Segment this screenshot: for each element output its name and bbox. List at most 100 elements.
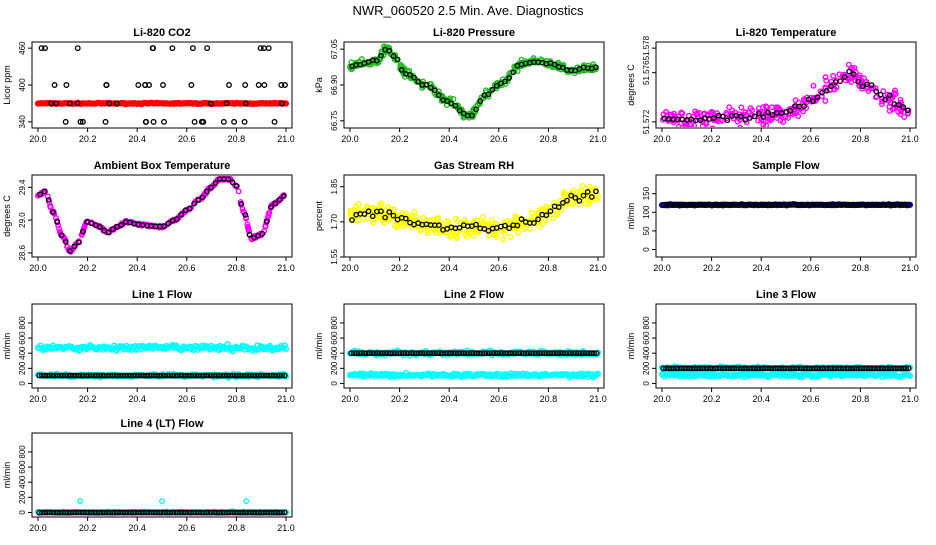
data-point [682,201,689,208]
data-point [135,82,142,88]
data-point [751,201,758,208]
data-point [238,200,244,207]
data-point [518,216,525,222]
data-point [109,226,116,232]
x-tick-label: 20.8 [228,523,246,533]
data-point [251,234,257,241]
chart-panel: Line 3 Flow ml/min 20.0 20.2 20.4 20.6 20.8 21.… [626,289,919,404]
data-point [199,194,206,201]
data-point [729,201,736,208]
data-point [174,216,180,222]
chart-panel: Ambient Box Temperature degrees C 20.0 20.2… [2,160,295,273]
plot-area [346,347,602,381]
data-point [361,211,368,217]
data-point [846,68,852,75]
data-point [244,221,251,228]
data-point [263,218,270,225]
data-point [473,106,479,113]
data-point [364,215,371,222]
x-tick-label: 20.4 [440,134,458,144]
data-point [79,118,86,125]
series-avg [38,45,288,125]
data-point [226,82,232,88]
data-point [358,56,365,63]
data-point [847,201,854,208]
plot-frame [31,432,293,518]
data-point [738,104,745,111]
data-point [769,112,776,118]
data-point [212,180,219,186]
y-tick-label: 0 [642,247,651,252]
x-tick-label: 21.0 [589,263,607,273]
data-point [712,201,719,208]
series-all [347,182,601,243]
data-point [904,107,911,114]
data-point [278,82,285,88]
data-point [880,201,887,208]
data-point [859,83,866,90]
data-point [676,201,683,208]
panel-title: Gas Stream RH [434,160,514,172]
data-point [37,191,43,198]
data-point [456,224,463,231]
data-point [789,201,796,208]
data-point [762,201,769,208]
series-avg [660,365,912,372]
data-point [711,115,717,121]
data-point [825,201,832,208]
data-point [391,222,398,229]
y-tick-label: 400 [18,78,27,92]
y-tick-label: 66.75 [330,110,339,131]
data-point [42,45,48,52]
data-point [751,113,758,120]
data-point [276,196,283,203]
x-tick-label: 20.8 [852,134,870,144]
y-tick-label: 200 [642,361,651,375]
data-point [242,82,249,88]
data-point [41,188,48,195]
data-point [450,95,457,102]
y-axis-label: degrees C [626,64,636,106]
data-point [189,45,196,52]
data-point [841,74,848,81]
data-point [268,204,274,210]
data-point [903,365,910,372]
figure-title: NWR_060520 2.5 Min. Ave. Diagnostics [353,3,584,18]
y-tick-label: 100 [642,205,651,219]
data-point [895,101,902,108]
data-point [685,201,692,208]
data-point [701,110,708,117]
data-point [800,108,807,115]
data-point [830,72,837,79]
x-tick-label: 20.6 [178,134,196,144]
data-point [877,91,884,98]
data-point [106,100,113,107]
data-point [142,82,149,88]
data-point [159,498,165,505]
data-point [734,201,741,208]
data-point [792,110,799,117]
data-point [740,201,747,208]
data-point [576,200,583,207]
data-point [48,100,55,107]
data-point [510,69,517,76]
data-point [709,125,716,127]
x-tick-label: 20.6 [178,263,196,273]
x-tick-label: 20.0 [341,263,359,273]
x-tick-label: 21.0 [589,394,607,404]
data-point [755,117,762,124]
y-tick-label: 600 [18,460,27,474]
data-point [784,201,791,208]
data-point [560,64,566,71]
y-tick-label: 1.85 [330,178,339,194]
data-point [473,221,479,228]
data-point [255,82,262,88]
x-tick-label: 20.6 [490,134,508,144]
data-point [820,201,827,208]
x-tick-label: 20.2 [703,263,721,273]
data-point [584,189,591,195]
data-point [806,201,813,208]
data-point [411,74,417,81]
y-tick-label: 0 [642,381,651,386]
data-point [773,201,780,208]
